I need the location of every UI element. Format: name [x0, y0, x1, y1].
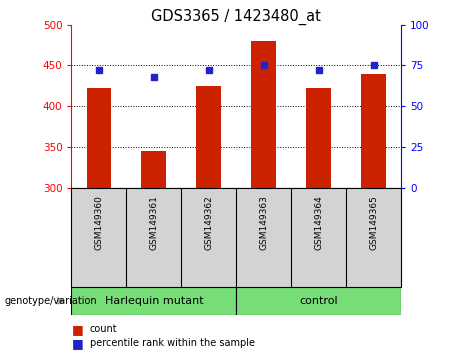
Text: percentile rank within the sample: percentile rank within the sample [90, 338, 255, 348]
Text: genotype/variation: genotype/variation [5, 296, 97, 306]
Text: Harlequin mutant: Harlequin mutant [105, 296, 203, 306]
Text: GSM149362: GSM149362 [204, 195, 213, 250]
Text: control: control [299, 296, 338, 306]
Text: count: count [90, 324, 118, 334]
Text: GSM149360: GSM149360 [95, 195, 103, 250]
Bar [196, 86, 221, 188]
Bar [251, 41, 276, 188]
Text: GSM149365: GSM149365 [369, 195, 378, 250]
Bar [142, 151, 166, 188]
Text: GSM149364: GSM149364 [314, 195, 323, 250]
Bar [87, 88, 111, 188]
Title: GDS3365 / 1423480_at: GDS3365 / 1423480_at [151, 8, 321, 25]
Bar [306, 88, 331, 188]
Text: ■: ■ [71, 337, 83, 350]
Bar [236, 287, 401, 315]
Bar [361, 74, 386, 188]
Bar [71, 287, 236, 315]
Text: GSM149361: GSM149361 [149, 195, 159, 250]
Text: GSM149363: GSM149363 [259, 195, 268, 250]
Text: ■: ■ [71, 323, 83, 336]
